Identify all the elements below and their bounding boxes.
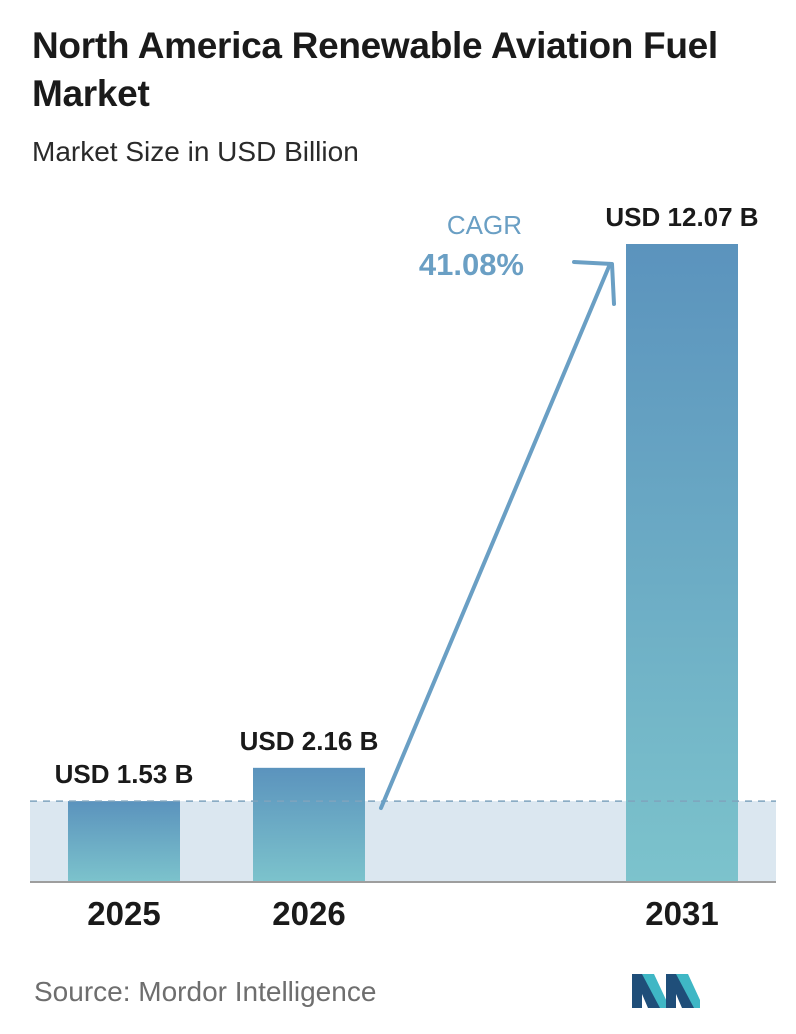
labels: USD 1.53 B 2025 USD 2.16 B 2026 USD 12.07 B 2… [55,202,759,932]
bar-2026 [253,767,365,882]
x-tick-label-2025: 2025 [87,895,160,932]
cagr-arrow-line [379,262,612,810]
chart-title: North America Renewable Aviation Fuel Ma… [32,25,718,114]
cagr-arrow-head [572,260,616,306]
x-tick-label-2031: 2031 [645,895,718,932]
cagr-value: 41.08% [419,247,524,282]
source-credit: Source: Mordor Intelligence [34,976,377,1007]
mordor-intelligence-logo [632,974,700,1008]
data-label-2025: USD 1.53 B [55,759,194,789]
cagr-annotation: CAGR 41.08% [379,210,616,810]
x-tick-label-2026: 2026 [272,895,345,932]
data-label-2026: USD 2.16 B [240,726,379,756]
cagr-label: CAGR [447,210,522,240]
chart-subtitle: Market Size in USD Billion [32,136,359,167]
bars [68,244,738,882]
bar-2031 [626,244,738,882]
reference-lines [30,800,776,883]
data-label-2031: USD 12.07 B [605,202,758,232]
bar-2025 [68,801,180,882]
